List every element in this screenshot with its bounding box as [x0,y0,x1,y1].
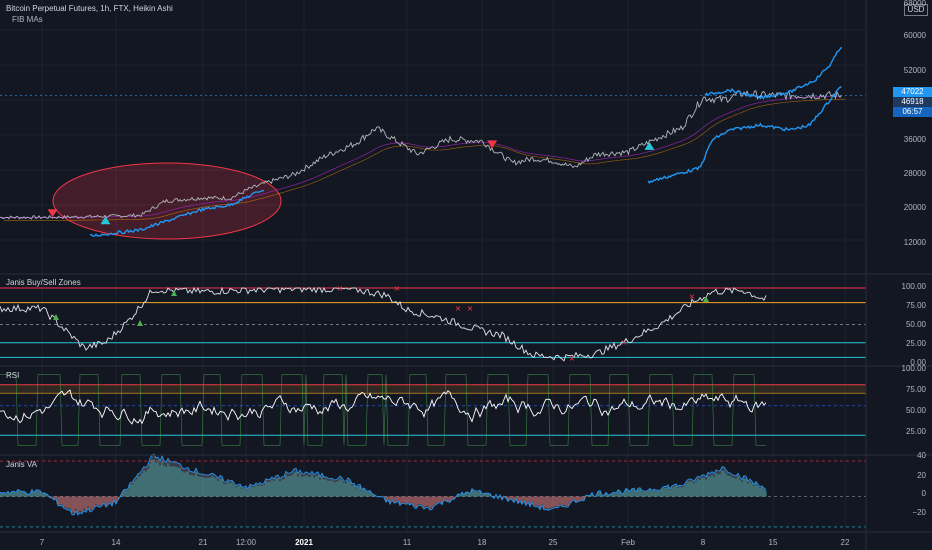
price-pane [0,46,866,240]
buysell-tick: 50.00 [905,320,926,329]
last-price-badge: 47022 [893,87,932,97]
sell-cross-marker: × [467,304,474,313]
time-tick: 11 [402,538,412,547]
projection-dec [90,189,265,237]
chart-title: Bitcoin Perpetual Futures, 1h, FTX, Heik… [6,4,173,13]
ma-price-badge: 46918 [893,97,932,107]
buysell-title: Janis Buy/Sell Zones [6,278,81,287]
sell-cross-marker: × [394,284,401,293]
va-tick: 20 [917,471,926,480]
va-tick: 0 [921,489,926,498]
time-tick: 14 [111,538,121,547]
rsi-tick: 25.00 [905,427,926,436]
va-pane [0,453,866,528]
buy-marker [100,216,111,225]
price-tick: 68000 [903,0,926,8]
sell-marker [47,209,58,218]
buy-triangle-marker [53,314,59,320]
va-area [0,454,766,515]
time-tick: 2021 [295,538,313,547]
sell-marker [487,140,498,149]
buysell-line [0,286,767,362]
buy-triangle-marker [171,290,177,296]
indicator-label: FIB MAs [12,15,43,24]
rsi-band-line [0,374,766,446]
buysell-tick: 0.00 [910,358,926,367]
buy-marker [644,141,655,150]
buy-triangle-marker [703,296,709,302]
rsi-line [0,389,767,425]
buy-triangle-marker [137,320,143,326]
price-tick: 12000 [903,238,926,247]
time-tick: 25 [548,538,558,547]
price-tick: 28000 [903,169,926,178]
va-tick: 40 [917,451,926,460]
projection-feb-low [647,86,842,184]
rsi-tick: 75.00 [905,385,926,394]
rsi-tick: 50.00 [905,406,926,415]
buysell-tick: 25.00 [905,339,926,348]
sell-cross-marker: × [337,284,344,293]
va-line [0,453,767,516]
va-title: Janis VA [6,460,37,469]
time-tick: 7 [39,538,45,547]
buysell-tick: 100.00 [901,282,926,291]
rsi-title: RSI [6,371,20,380]
time-tick: 22 [840,538,850,547]
projection-feb-high [704,46,843,100]
fib-ma-line-2 [4,98,846,221]
price-line [0,90,842,220]
time-tick: Feb [621,538,635,547]
time-tick: 8 [700,538,706,547]
price-tick: 36000 [903,135,926,144]
currency-label[interactable]: USD [904,4,928,16]
buysell-pane: × × × × × × × [0,284,866,363]
time-tick: 18 [477,538,487,547]
sell-cross-marker: × [621,338,628,347]
rsi-tick: 100.00 [901,364,926,373]
price-tick: 52000 [903,66,926,75]
buysell-tick: 75.00 [905,301,926,310]
sell-cross-marker: × [569,354,576,363]
va-tick: −20 [912,508,926,517]
price-tick: 20000 [903,203,926,212]
time-tick: 15 [768,538,778,547]
sell-cross-marker: × [689,292,696,301]
time-tick: 12:00 [235,538,257,547]
rsi-pane [0,374,866,446]
time-tick: 21 [198,538,208,547]
price-tick: 60000 [903,31,926,40]
rsi-upper-band [0,384,866,394]
countdown-badge: 06:57 [893,107,932,117]
grid-lines [0,0,866,532]
sell-cross-marker: × [455,304,462,313]
